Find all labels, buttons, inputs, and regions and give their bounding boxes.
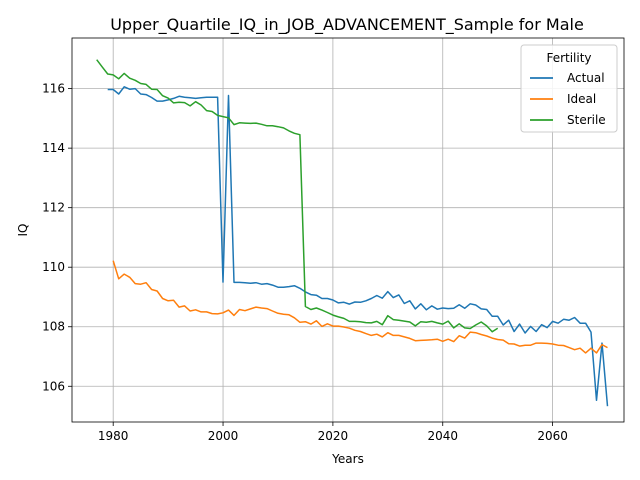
x-tick-label: 2020	[318, 429, 349, 443]
legend: Fertility Actual Ideal Sterile	[520, 44, 618, 133]
legend-label-ideal: Ideal	[567, 92, 596, 106]
x-tick-label: 1980	[98, 429, 129, 443]
y-tick-label: 112	[42, 201, 65, 215]
plot-frame	[71, 37, 625, 423]
x-tick-label: 2060	[537, 429, 568, 443]
y-tick-label: 106	[42, 379, 65, 393]
chart-title: Upper_Quartile_IQ_in_JOB_ADVANCEMENT_Sam…	[110, 15, 584, 35]
y-tick-label: 116	[42, 82, 65, 96]
series-line-actual	[107, 86, 609, 407]
x-tick-label: 2000	[208, 429, 239, 443]
legend-label-actual: Actual	[567, 71, 605, 85]
x-axis-label: Years	[331, 452, 364, 466]
legend-label-sterile: Sterile	[567, 113, 606, 127]
y-tick-label: 108	[42, 320, 65, 334]
y-tick-label: 114	[42, 141, 65, 155]
y-axis-label: IQ	[16, 224, 30, 237]
x-tick-label: 2040	[427, 429, 458, 443]
legend-title: Fertility	[546, 51, 591, 65]
series-lines	[96, 59, 609, 407]
y-tick-label: 110	[42, 260, 65, 274]
legend-box	[520, 44, 618, 133]
series-line-sterile	[96, 59, 499, 333]
axis-ticks: 1980 2000 2020 2040 2060 106 108 110 112 114 116	[42, 82, 568, 443]
series-line-ideal	[112, 260, 608, 354]
